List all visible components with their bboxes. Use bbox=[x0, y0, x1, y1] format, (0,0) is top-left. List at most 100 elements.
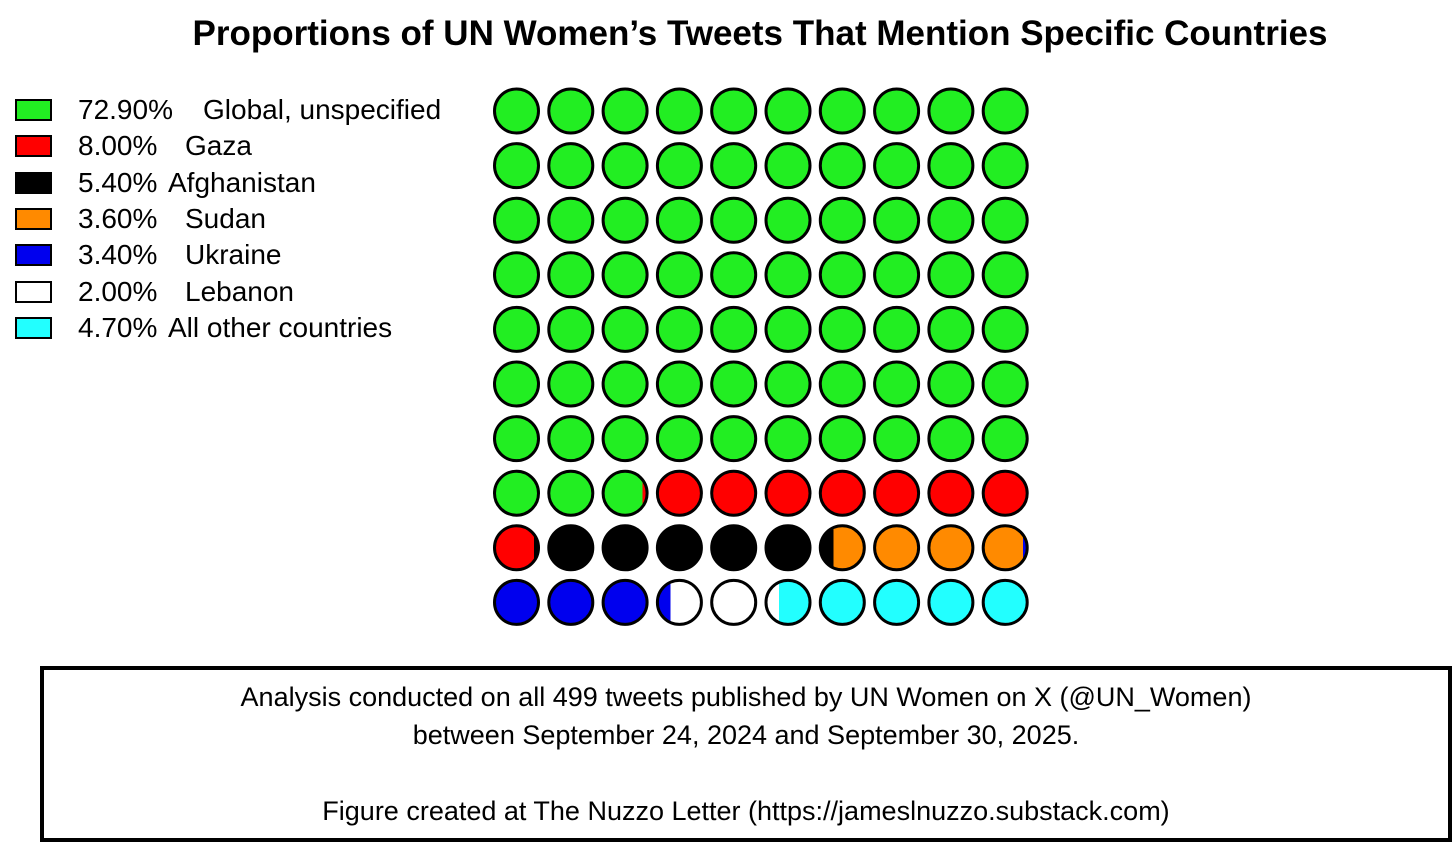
waffle-circle bbox=[710, 305, 758, 353]
waffle-circle bbox=[981, 196, 1029, 244]
waffle-cell bbox=[493, 415, 540, 463]
waffle-cell bbox=[601, 524, 649, 572]
waffle-cell bbox=[601, 251, 649, 299]
waffle-cell bbox=[547, 524, 595, 572]
waffle-circle bbox=[493, 87, 540, 135]
waffle-circle bbox=[547, 87, 595, 135]
footer-note-line: between September 24, 2024 and September… bbox=[412, 720, 1080, 750]
waffle-cell bbox=[873, 142, 921, 190]
waffle-circle bbox=[547, 469, 595, 517]
waffle-cell bbox=[981, 415, 1029, 463]
waffle-cell bbox=[547, 196, 595, 244]
waffle-circle bbox=[818, 415, 866, 463]
footer-note-line: Analysis conducted on all 499 tweets pub… bbox=[240, 682, 1252, 712]
waffle-cell bbox=[818, 578, 866, 626]
legend-swatch bbox=[15, 99, 52, 121]
waffle-circle bbox=[493, 360, 540, 408]
waffle-cell bbox=[981, 196, 1029, 244]
waffle-circle bbox=[655, 87, 703, 135]
waffle-circle bbox=[493, 469, 540, 517]
waffle-circle bbox=[710, 360, 758, 408]
waffle-cell bbox=[710, 469, 758, 517]
waffle-circle bbox=[873, 87, 921, 135]
waffle-circle bbox=[927, 415, 975, 463]
waffle-circle bbox=[764, 360, 812, 408]
waffle-circle bbox=[547, 305, 595, 353]
waffle-cell bbox=[764, 415, 812, 463]
waffle-cell bbox=[764, 196, 812, 244]
waffle-circle bbox=[927, 578, 975, 626]
waffle-circle-split bbox=[981, 524, 1029, 572]
legend-label: Gaza bbox=[185, 130, 252, 162]
waffle-cell bbox=[927, 196, 975, 244]
waffle-circle bbox=[981, 415, 1029, 463]
legend-percent: 3.60% bbox=[78, 202, 158, 234]
waffle-cell bbox=[818, 469, 866, 517]
waffle-circle bbox=[764, 524, 812, 572]
legend-label: Ukraine bbox=[185, 239, 282, 271]
waffle-cell bbox=[981, 524, 1029, 572]
waffle-circle bbox=[981, 251, 1029, 299]
waffle-circle bbox=[818, 251, 866, 299]
waffle-cell bbox=[873, 524, 921, 572]
waffle-cell bbox=[764, 360, 812, 408]
waffle-circle bbox=[981, 469, 1029, 517]
waffle-circle bbox=[655, 251, 703, 299]
waffle-circle bbox=[981, 578, 1029, 626]
waffle-circle bbox=[547, 142, 595, 190]
waffle-circle bbox=[710, 415, 758, 463]
legend-label: Global, unspecified bbox=[203, 94, 442, 125]
waffle-circle bbox=[655, 360, 703, 408]
waffle-circle bbox=[764, 251, 812, 299]
waffle-cell bbox=[927, 524, 975, 572]
waffle-cell bbox=[710, 524, 758, 572]
waffle-circle bbox=[547, 578, 595, 626]
waffle-circle bbox=[764, 305, 812, 353]
waffle-cell bbox=[873, 469, 921, 517]
waffle-circle bbox=[547, 196, 595, 244]
waffle-circle bbox=[818, 196, 866, 244]
waffle-circle bbox=[655, 196, 703, 244]
waffle-cell bbox=[710, 142, 758, 190]
waffle-circle bbox=[927, 469, 975, 517]
waffle-circle bbox=[873, 415, 921, 463]
waffle-cell bbox=[764, 142, 812, 190]
waffle-circle bbox=[601, 142, 649, 190]
waffle-cell bbox=[655, 415, 703, 463]
waffle-cell bbox=[710, 305, 758, 353]
waffle-circle bbox=[655, 415, 703, 463]
waffle-circle bbox=[764, 469, 812, 517]
waffle-circle bbox=[764, 87, 812, 135]
waffle-cell bbox=[818, 196, 866, 244]
waffle-circle bbox=[493, 142, 540, 190]
waffle-circle-split bbox=[655, 578, 703, 626]
waffle-cell bbox=[655, 251, 703, 299]
waffle-circle bbox=[818, 87, 866, 135]
waffle-circle bbox=[601, 524, 649, 572]
waffle-circle bbox=[493, 305, 540, 353]
waffle-circle bbox=[873, 196, 921, 244]
waffle-cell bbox=[873, 415, 921, 463]
waffle-circle bbox=[981, 305, 1029, 353]
waffle-circle bbox=[710, 524, 758, 572]
waffle-cell bbox=[655, 524, 703, 572]
waffle-circle bbox=[493, 251, 540, 299]
waffle-circle bbox=[493, 578, 540, 626]
waffle-circle bbox=[764, 196, 812, 244]
waffle-cell bbox=[927, 415, 975, 463]
waffle-circle bbox=[873, 360, 921, 408]
waffle-circle bbox=[873, 524, 921, 572]
waffle-cell bbox=[764, 251, 812, 299]
legend-swatch bbox=[15, 171, 52, 194]
waffle-cell bbox=[601, 360, 649, 408]
waffle-cell bbox=[981, 87, 1029, 135]
waffle-cell bbox=[873, 360, 921, 408]
waffle-circle-split bbox=[818, 524, 866, 572]
waffle-circle bbox=[547, 415, 595, 463]
waffle-cell bbox=[655, 360, 703, 408]
waffle-cell bbox=[601, 87, 649, 135]
footer-credit-line: Figure created at The Nuzzo Letter (http… bbox=[322, 796, 1170, 826]
waffle-cell bbox=[710, 196, 758, 244]
waffle-circle bbox=[873, 469, 921, 517]
waffle-cell bbox=[927, 469, 975, 517]
